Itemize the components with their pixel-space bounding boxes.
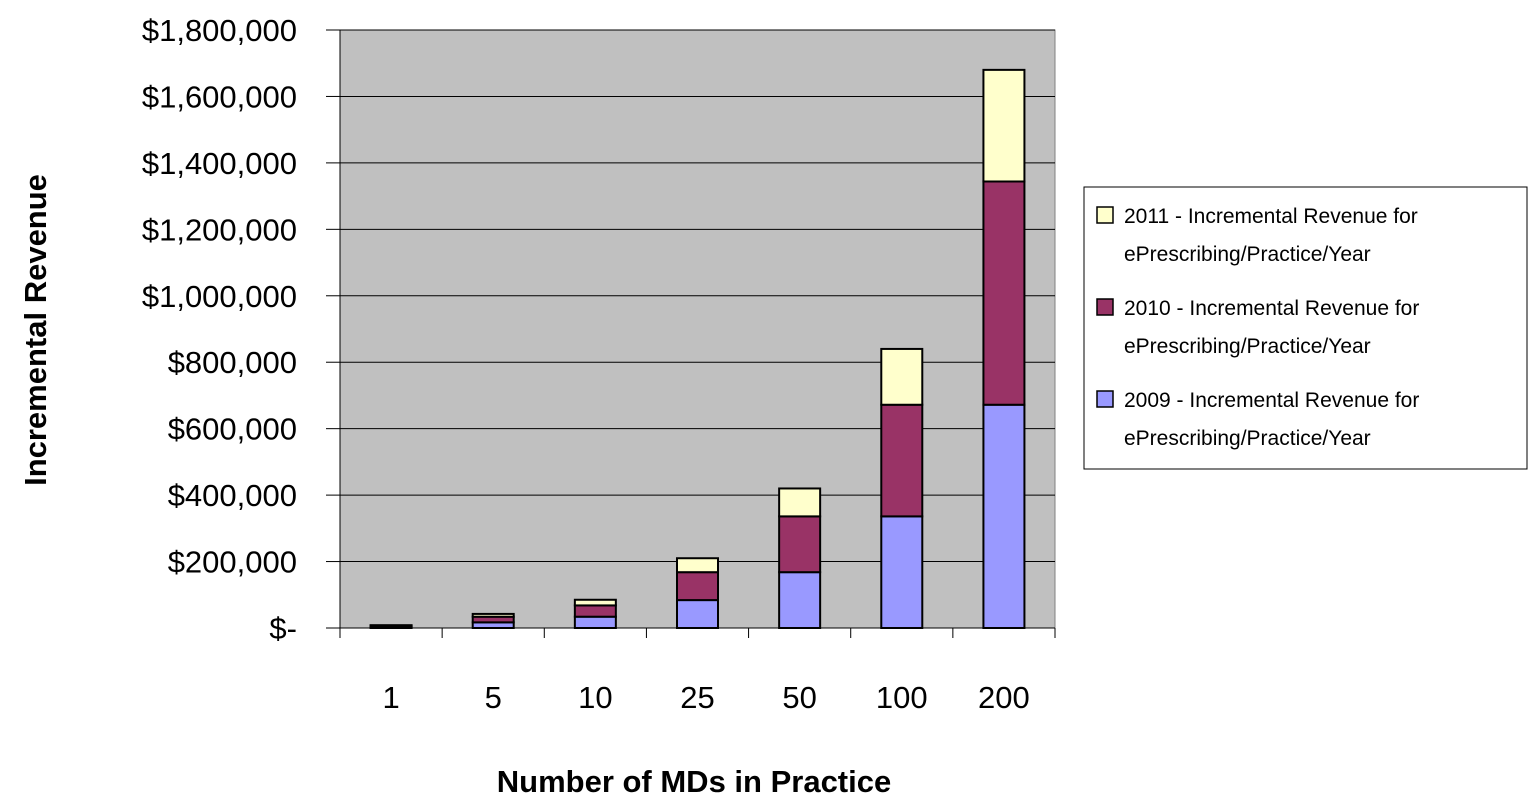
bar-segment-series-2 — [881, 349, 922, 405]
y-tick-label: $1,600,000 — [142, 79, 297, 114]
x-tick-label: 25 — [680, 680, 714, 715]
y-tick-label: $1,800,000 — [142, 13, 297, 48]
bar-segment-series-1 — [779, 516, 820, 572]
y-tick-label: $400,000 — [168, 478, 297, 513]
legend-label: 2010 - Incremental Revenue for — [1124, 297, 1419, 320]
bar-segment-series-0 — [575, 617, 616, 628]
legend-swatch — [1097, 391, 1113, 407]
bar-segment-series-2 — [677, 558, 718, 572]
y-tick-labels: $- $200,000 $400,000 $600,000 $800,000 $1,000… — [142, 13, 297, 646]
legend-label: ePrescribing/Practice/Year — [1124, 427, 1371, 450]
bar-segment-series-2 — [983, 70, 1024, 182]
y-tick-label: $600,000 — [168, 412, 297, 447]
y-axis-title: Incremental Revenue — [18, 174, 53, 486]
y-tick-label: $1,000,000 — [142, 279, 297, 314]
y-tick-label: $- — [269, 611, 297, 646]
bar-segment-series-2 — [371, 625, 412, 626]
legend-label: 2011 - Incremental Revenue for — [1124, 205, 1418, 228]
bar-segment-series-1 — [881, 405, 922, 517]
x-tick-label: 1 — [382, 680, 399, 715]
bar-segment-series-0 — [677, 600, 718, 628]
x-tick-label: 200 — [978, 680, 1030, 715]
legend-swatch — [1097, 207, 1113, 223]
plot-area — [340, 30, 1055, 628]
y-tick-label: $1,200,000 — [142, 212, 297, 247]
x-tick-label: 50 — [782, 680, 816, 715]
legend-label: 2009 - Incremental Revenue for — [1124, 389, 1419, 412]
x-axis-title: Number of MDs in Practice — [497, 764, 891, 799]
legend-swatch — [1097, 299, 1113, 315]
x-tick-label: 5 — [485, 680, 502, 715]
bar-segment-series-2 — [575, 600, 616, 606]
bar-segment-series-2 — [779, 488, 820, 516]
legend-label: ePrescribing/Practice/Year — [1124, 243, 1371, 266]
y-tick-label: $1,400,000 — [142, 146, 297, 181]
bar-segment-series-2 — [473, 614, 514, 617]
x-tick-label: 100 — [876, 680, 928, 715]
bar-segment-series-1 — [677, 572, 718, 600]
legend: 2011 - Incremental Revenue for ePrescribi… — [1084, 187, 1527, 469]
bar-segment-series-1 — [575, 605, 616, 616]
bar-segment-series-1 — [983, 181, 1024, 404]
bar-segment-series-0 — [983, 405, 1024, 628]
x-tick-label: 10 — [578, 680, 612, 715]
y-tick-label: $800,000 — [168, 345, 297, 380]
legend-label: ePrescribing/Practice/Year — [1124, 335, 1371, 358]
x-tick-labels: 1 5 10 25 50 100 200 — [382, 680, 1029, 715]
y-tick-label: $200,000 — [168, 545, 297, 580]
bar-segment-series-0 — [881, 516, 922, 628]
bar-segment-series-0 — [779, 572, 820, 628]
